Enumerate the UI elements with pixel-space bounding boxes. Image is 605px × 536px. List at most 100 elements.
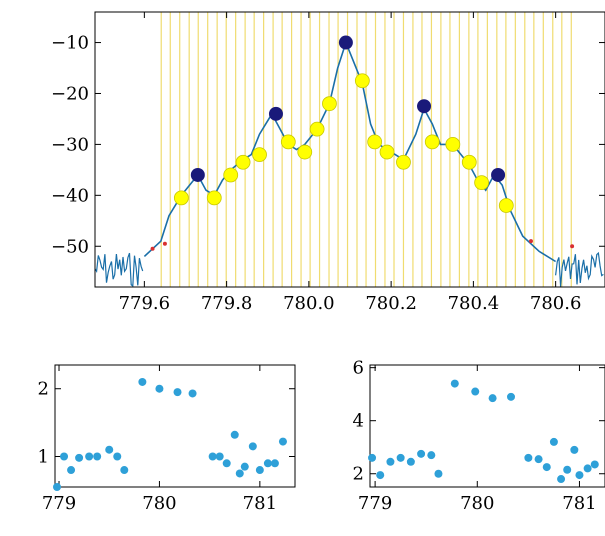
noise-floor	[94, 251, 604, 287]
scatter-point	[590, 460, 599, 469]
yellow-marker	[354, 73, 370, 89]
scatter-point	[155, 384, 164, 393]
navy-marker	[491, 167, 506, 182]
scatter-point	[488, 394, 497, 403]
spectrum-markers	[150, 35, 575, 251]
scatter-point	[67, 466, 76, 475]
yellow-marker	[379, 144, 395, 160]
scatter-point	[417, 449, 426, 458]
scatter-point	[188, 389, 197, 398]
b-ytick-label: 1	[38, 447, 49, 468]
axis-ticks-b: 779 780 781 1 2	[38, 365, 295, 514]
scatter-points-c	[368, 379, 599, 484]
yellow-marker	[309, 121, 325, 137]
yellow-marker	[223, 167, 239, 183]
scatter-point	[542, 463, 551, 472]
a-ytick-label: −20	[51, 83, 89, 104]
b-xtick-label: 779	[42, 493, 76, 514]
yellow-marker	[280, 134, 296, 150]
red-marker	[162, 241, 167, 246]
spectrum-line	[143, 40, 557, 263]
scatter-point	[270, 459, 279, 468]
yellow-marker	[474, 175, 490, 191]
a-xtick-label: 780.6	[530, 293, 582, 314]
scatter-point	[120, 466, 129, 475]
yellow-marker	[173, 190, 189, 206]
scatter-point	[368, 453, 377, 462]
plot-frame-c	[369, 364, 605, 488]
scatter-point	[570, 445, 579, 454]
scatter-point	[85, 452, 94, 461]
b-ytick-label: 2	[38, 379, 49, 400]
scatter-point	[75, 453, 84, 462]
scatter-point	[427, 451, 436, 460]
a-xtick-label: 780.2	[365, 293, 417, 314]
scatter-point	[386, 457, 395, 466]
comb-lines	[160, 12, 572, 287]
axis-ticks-c: 779 780 781 2 4 6	[353, 358, 605, 514]
scatter-point	[278, 437, 287, 446]
navy-marker	[268, 106, 283, 121]
scatter-point	[248, 442, 257, 451]
yellow-marker	[424, 134, 440, 150]
scatter-point	[376, 471, 385, 480]
a-xtick-label: 779.8	[201, 293, 253, 314]
scatter-point	[60, 452, 69, 461]
yellow-marker	[445, 137, 461, 152]
a-ytick-label: −30	[51, 134, 89, 155]
b-xtick-label: 780	[142, 493, 176, 514]
scatter-point	[93, 452, 102, 461]
yellow-marker	[297, 144, 313, 160]
b-xtick-label: 781	[243, 493, 277, 514]
plot-frame-b	[54, 364, 296, 488]
panel-b: 779 780 781 1 2	[38, 364, 296, 514]
yellow-marker	[252, 147, 267, 162]
yellow-marker	[367, 134, 383, 150]
scatter-point	[138, 377, 147, 386]
yellow-marker	[498, 198, 514, 213]
scatter-point	[222, 459, 231, 468]
yellow-marker	[322, 96, 337, 112]
c-xtick-label: 781	[562, 493, 596, 514]
scatter-point	[524, 453, 533, 462]
scatter-point	[557, 475, 566, 484]
red-marker	[570, 244, 575, 249]
a-xtick-label: 779.6	[119, 293, 171, 314]
scatter-point	[235, 469, 244, 478]
red-marker	[150, 246, 155, 251]
panel-a: 779.6 779.8 780.0 780.2 780.4 780.6 −50 −40 −30 −…	[51, 11, 605, 314]
yellow-marker	[206, 190, 222, 206]
yellow-marker	[235, 154, 251, 170]
scatter-point	[575, 471, 584, 480]
scatter-point	[113, 452, 122, 461]
c-ytick-label: 4	[353, 411, 364, 432]
scatter-point	[208, 452, 217, 461]
scatter-point	[507, 392, 515, 401]
a-ytick-label: −40	[51, 185, 89, 206]
navy-marker	[338, 35, 353, 50]
scatter-point	[534, 455, 543, 464]
scatter-points-b	[53, 377, 287, 491]
scatter-point	[563, 465, 572, 474]
a-ytick-label: −10	[51, 33, 89, 54]
scatter-point	[255, 466, 264, 475]
scatter-point	[53, 483, 62, 491]
scatter-point	[396, 453, 405, 462]
noise-trace	[94, 251, 604, 287]
scatter-point	[215, 452, 224, 461]
axis-ticks-a: 779.6 779.8 780.0 780.2 780.4 780.6 −50 −40 −30 −…	[51, 12, 605, 314]
scatter-point	[406, 457, 415, 466]
c-ytick-label: 2	[353, 464, 364, 485]
scatter-point	[240, 462, 249, 471]
scatter-point	[434, 469, 443, 478]
scatter-point	[263, 459, 272, 468]
a-xtick-label: 780.0	[283, 293, 335, 314]
c-ytick-label: 6	[353, 358, 364, 379]
a-xtick-label: 780.4	[448, 293, 500, 314]
scatter-point	[173, 388, 182, 397]
scatter-point	[230, 430, 239, 439]
yellow-marker	[461, 154, 477, 170]
scatter-point	[549, 437, 558, 446]
scatter-point	[105, 445, 114, 454]
